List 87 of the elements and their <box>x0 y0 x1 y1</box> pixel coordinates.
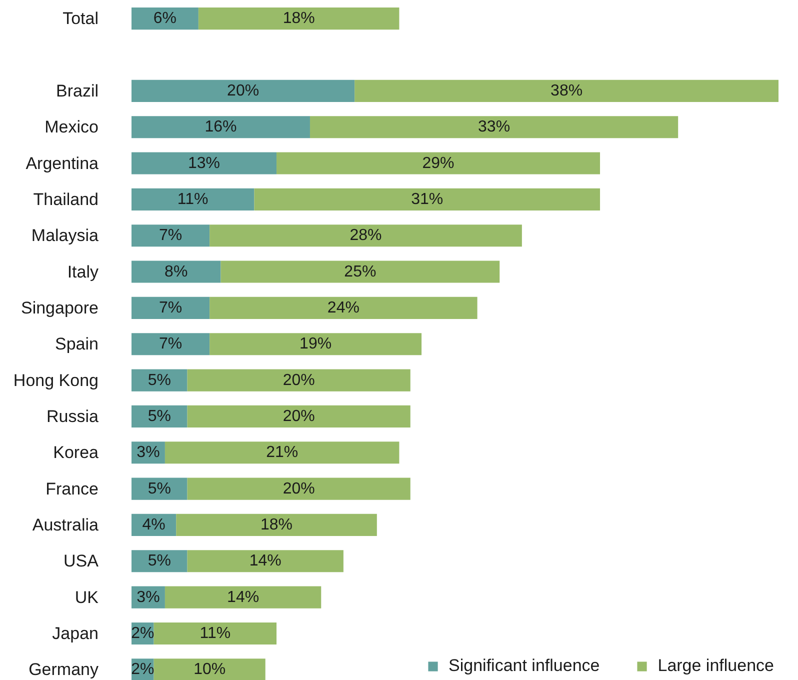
y-tick-label: Australia <box>32 515 100 534</box>
data-label: 14% <box>227 588 260 606</box>
data-label: 33% <box>478 118 510 136</box>
y-tick-label: Germany <box>28 660 99 680</box>
y-tick-label: Hong Kong <box>13 370 99 390</box>
bar <box>132 260 221 283</box>
data-label: 6% <box>153 10 177 28</box>
bar <box>176 514 377 536</box>
data-label: 7% <box>158 227 182 244</box>
data-label: 25% <box>344 263 376 280</box>
bar <box>187 405 410 428</box>
data-label: 16% <box>204 118 237 136</box>
data-label: 2% <box>131 624 154 642</box>
data-label: 7% <box>158 299 182 316</box>
bar <box>187 369 410 392</box>
data-label: 7% <box>158 336 182 353</box>
bar <box>210 296 478 319</box>
y-tick-label: UK <box>74 588 100 607</box>
data-label: 20% <box>282 408 315 425</box>
bar <box>132 224 210 247</box>
bar <box>132 152 277 174</box>
y-tick-label: Argentina <box>26 154 100 173</box>
y-tick-label: Brazil <box>56 81 99 100</box>
y-tick-label: Singapore <box>20 298 99 318</box>
data-label: 4% <box>142 516 166 534</box>
data-label: 2% <box>131 661 154 678</box>
data-label: 5% <box>148 372 171 389</box>
data-label: 20% <box>227 82 260 100</box>
bar <box>132 8 198 30</box>
y-tick-label: Malaysia <box>31 226 100 246</box>
bar <box>220 260 500 283</box>
data-label: 5% <box>148 552 171 570</box>
y-tick-label: Thailand <box>33 190 99 209</box>
data-label: 18% <box>282 10 315 28</box>
bar <box>132 296 210 319</box>
y-tick-label: Spain <box>55 334 99 354</box>
bar <box>187 550 344 572</box>
data-label: 3% <box>136 588 160 606</box>
y-tick-label: Mexico <box>44 118 99 137</box>
y-tick-label: USA <box>64 552 100 571</box>
data-label: 20% <box>282 480 315 498</box>
data-label: 19% <box>300 336 332 353</box>
bar <box>210 333 422 356</box>
data-label: 5% <box>148 480 171 498</box>
data-label: 28% <box>350 227 382 244</box>
bar <box>198 8 400 30</box>
data-label: 31% <box>411 190 444 208</box>
bar <box>154 622 277 645</box>
data-label: 11% <box>200 624 231 642</box>
bar <box>132 333 210 356</box>
bar <box>132 80 355 102</box>
data-label: 24% <box>327 299 360 316</box>
data-label: 14% <box>249 552 282 570</box>
bar <box>132 369 188 392</box>
data-label: 8% <box>164 263 188 280</box>
legend-label: Large influence <box>658 656 774 676</box>
data-label: 18% <box>260 516 293 534</box>
bar <box>132 478 188 500</box>
legend-label: Significant influence <box>448 656 600 676</box>
data-label: 38% <box>550 82 583 100</box>
bar <box>254 188 600 210</box>
bar <box>164 442 400 464</box>
y-tick-label: Total <box>62 9 99 28</box>
bar <box>210 224 522 247</box>
y-tick-label: Japan <box>52 624 99 643</box>
data-label: 13% <box>188 154 220 172</box>
bar <box>132 188 254 210</box>
bar <box>132 116 310 138</box>
data-label: 10% <box>194 661 226 678</box>
bar <box>154 658 266 680</box>
data-label: 11% <box>177 190 208 208</box>
bar <box>187 478 410 500</box>
y-tick-label: France <box>46 479 99 498</box>
bar <box>354 80 778 102</box>
data-label: 20% <box>282 372 315 389</box>
data-label: 21% <box>266 444 298 462</box>
y-tick-label: Italy <box>67 262 99 282</box>
bar <box>132 550 188 572</box>
data-label: 29% <box>422 154 454 172</box>
data-label: 3% <box>136 444 160 462</box>
y-tick-label: Russia <box>46 406 100 426</box>
bar <box>276 152 600 174</box>
bar <box>132 405 188 428</box>
bar <box>310 116 678 138</box>
y-tick-label: Korea <box>53 443 100 462</box>
bar <box>164 586 322 608</box>
data-label: 5% <box>148 408 171 425</box>
